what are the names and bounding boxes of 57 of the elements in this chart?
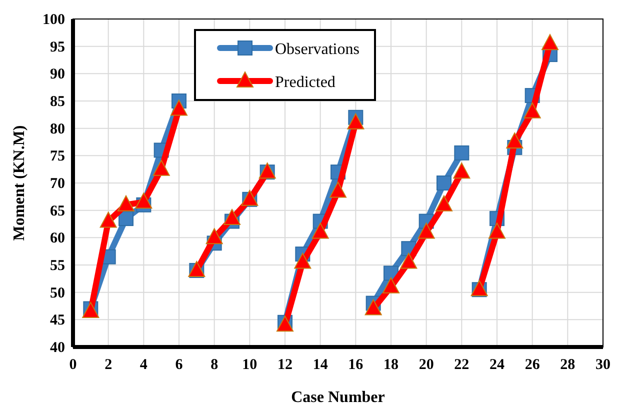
point (170, 100, 188, 116)
x-tick-label: 12 (278, 357, 292, 373)
point (506, 132, 524, 148)
y-tick-label: 60 (50, 230, 65, 247)
point (152, 160, 170, 176)
x-tick-label: 2 (104, 357, 112, 373)
point (135, 192, 152, 209)
x-tick-label: 22 (454, 357, 470, 373)
y-tick-label: 100 (42, 12, 65, 28)
x-tick-label: 28 (560, 357, 576, 373)
x-tick-label: 4 (140, 357, 148, 373)
point (454, 145, 470, 160)
y-tick-label: 80 (50, 121, 65, 138)
point (100, 212, 117, 228)
point (364, 299, 382, 316)
point (224, 209, 240, 226)
y-tick-label: 85 (50, 94, 65, 110)
point (453, 162, 470, 179)
x-tick-label: 20 (418, 357, 434, 373)
x-axis-title: Case Number (291, 389, 385, 406)
y-tick-label: 50 (50, 285, 65, 302)
point (418, 222, 435, 239)
point (330, 182, 346, 198)
point (382, 277, 400, 294)
x-tick-label: 18 (384, 357, 398, 373)
point (436, 195, 452, 212)
y-tick-label: 65 (50, 203, 65, 220)
x-tick-label: 10 (242, 357, 258, 373)
point (488, 222, 506, 239)
point (436, 176, 452, 190)
y-tick-label: 95 (50, 39, 65, 56)
point (347, 113, 364, 130)
point (312, 222, 329, 239)
y-tick-label: 55 (50, 258, 65, 274)
x-tick-label: 8 (210, 357, 218, 373)
y-tick-label: 70 (50, 176, 65, 192)
point (400, 252, 418, 269)
legend-label: Predicted (275, 74, 336, 91)
point (524, 102, 541, 118)
point (118, 195, 134, 212)
point (206, 228, 223, 244)
y-tick-label: 40 (50, 340, 65, 356)
x-tick-label: 16 (348, 357, 364, 373)
y-tick-label: 45 (50, 312, 65, 329)
y-tick-label: 75 (50, 148, 65, 165)
x-tick-label: 0 (69, 357, 77, 373)
point (294, 252, 312, 269)
legend-label: Observations (275, 41, 360, 58)
point (118, 211, 134, 226)
x-tick-label: 24 (490, 357, 505, 373)
x-tick-label: 26 (524, 357, 540, 373)
y-axis-title: Moment (KN.M) (11, 125, 28, 241)
x-tick-label: 30 (596, 357, 610, 373)
point (542, 34, 558, 50)
y-tick-label: 90 (50, 66, 65, 83)
x-tick-label: 6 (175, 357, 184, 373)
x-tick-label: 14 (312, 357, 328, 373)
